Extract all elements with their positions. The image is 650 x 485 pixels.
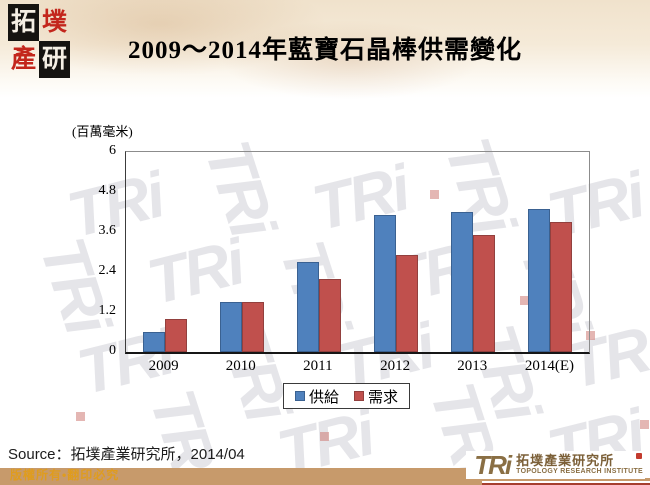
watermark-red-dot [586,331,595,340]
footer-red-line [482,483,650,485]
bar-group-2009 [126,152,203,352]
bar-需求-2009 [164,319,187,352]
map-texture [220,20,480,100]
y-axis-label: 3.6 [98,223,117,238]
bar-group-2011 [280,152,357,352]
x-axis-label: 2013 [457,358,488,374]
legend-label: 需求 [368,389,399,406]
bar-需求-2013 [473,235,496,352]
watermark-red-dot [640,420,649,429]
bar-group-2013 [435,152,512,352]
legend-swatch-icon [354,391,365,401]
bar-group-2010 [203,152,280,352]
tri-logo-red-dot-icon [636,453,642,459]
footer-thin-line [505,478,650,481]
y-axis-label: 2.4 [98,263,117,278]
y-axis-unit-label: (百萬毫米) [72,124,133,139]
tri-logo-english-name: TOPOLOGY RESEARCH INSTITUTE [516,468,643,475]
bar-需求-2010 [241,302,264,352]
copyright-notice: 版權所有•翻印必究 [10,468,120,482]
bar-供給-2011 [296,262,319,352]
legend-swatch-icon [295,391,305,401]
y-axis-label: 6 [109,143,116,158]
bar-供給-2014(E) [528,209,551,352]
bar-供給-2012 [374,215,397,352]
watermark-red-dot [430,190,439,199]
x-axis-label: 2011 [303,358,333,374]
x-axis-label: 2009 [148,358,179,374]
bar-供給-2010 [219,302,242,352]
bar-供給-2009 [142,332,165,352]
y-axis-label: 0 [109,343,116,358]
y-axis-label: 4.8 [98,183,117,198]
legend-label: 供給 [309,389,340,406]
legend-item-供給: 供給 [295,386,339,407]
seal-character: 墣 [41,9,67,36]
bar-group-2012 [358,152,435,352]
tri-footer-logo: TRi 拓墣產業研究所 TOPOLOGY RESEARCH INSTITUTE [466,451,645,479]
bar-group-2014(E) [512,152,589,352]
bar-供給-2013 [451,212,474,352]
page-title: 2009～2014年藍寶石晶棒供需變化 [127,37,522,64]
bar-需求-2011 [318,279,341,352]
footer-bar [0,468,482,485]
source-note: Source：拓墣產業研究所，2014/04 [8,446,245,463]
bar-需求-2014(E) [550,222,573,352]
tri-seal-logo: 拓墣產研 [8,4,70,78]
tri-logo-mark: TRi [474,450,512,480]
plot-area [125,151,590,354]
chart-legend: 供給 需求 [283,383,411,409]
bar-需求-2012 [396,255,419,352]
watermark-red-dot [320,432,329,441]
map-texture [40,0,340,80]
x-axis-label: 2014(E) [524,358,574,374]
seal-character: 產 [10,46,36,73]
legend-item-需求: 需求 [354,386,398,407]
tri-logo-chinese-name: 拓墣產業研究所 [516,453,615,468]
x-axis-label: 2010 [225,358,256,374]
watermark-red-dot [520,296,529,305]
y-axis-label: 1.2 [98,303,117,318]
seal-character: 拓 [8,4,39,41]
seal-character: 研 [39,41,70,78]
x-axis-label: 2012 [380,358,411,374]
watermark-red-dot [76,412,85,421]
header-band [0,0,650,100]
